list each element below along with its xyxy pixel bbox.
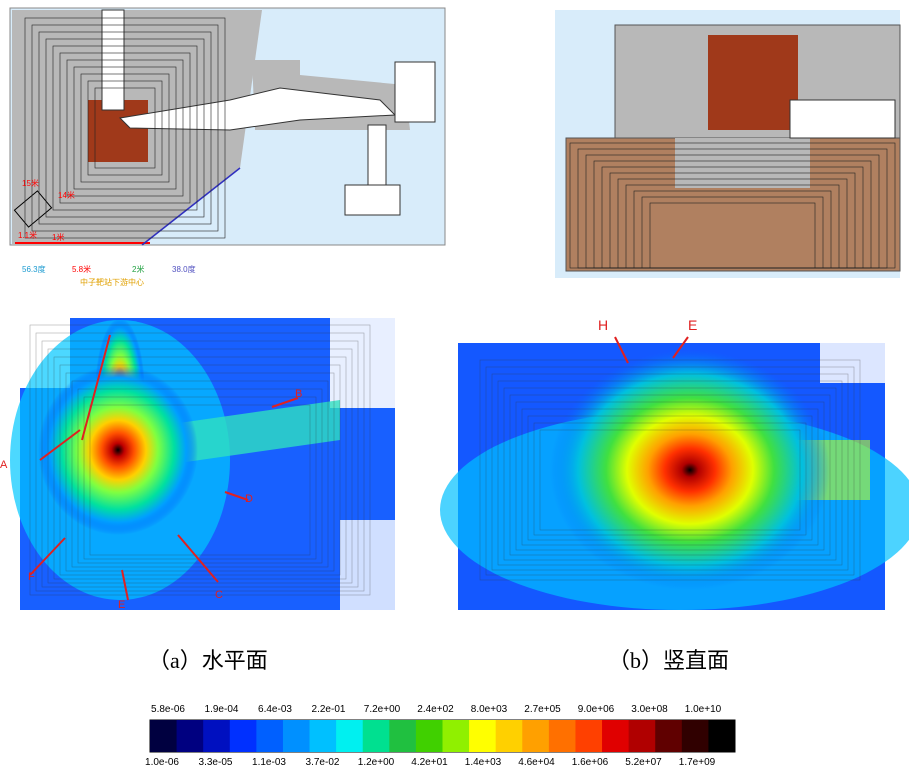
figure: 5.8e-06 1.9e-04 6.4e-03 2.2e-01 7.2e+00 2.4e+… xyxy=(0,0,909,772)
colorbar-cell xyxy=(256,720,283,752)
caption: （a）水平面 xyxy=(148,648,268,673)
annotation: 1.1米 xyxy=(18,230,37,240)
colorbar-cell xyxy=(575,720,602,752)
annotation: 56.3度 xyxy=(22,264,46,274)
colorbar-cell xyxy=(629,720,656,752)
colorbar-cell xyxy=(389,720,416,752)
colorbar-label: 2.7e+05 xyxy=(524,704,561,715)
colorbar-label: 1.2e+00 xyxy=(358,757,395,768)
colorbar-cell xyxy=(602,720,629,752)
colorbar-cell xyxy=(230,720,257,752)
point-label: A xyxy=(0,459,8,471)
caption: （b）竖直面 xyxy=(608,648,729,673)
colorbar-cell xyxy=(522,720,549,752)
colorbar-cell xyxy=(336,720,363,752)
colorbar-cell xyxy=(177,720,204,752)
annotation: 5.8米 xyxy=(72,264,91,274)
colorbar-label: 1.9e-04 xyxy=(205,704,239,715)
colorbar-cell xyxy=(655,720,682,752)
colorbar-label: 2.4e+02 xyxy=(417,704,454,715)
layout-horizontal xyxy=(10,8,445,245)
colorbar-label: 1.0e-06 xyxy=(145,757,179,768)
colorbar-cell xyxy=(310,720,337,752)
annotation: 38.0度 xyxy=(172,264,196,274)
colorbar-cell xyxy=(469,720,496,752)
colorbar-label: 1.6e+06 xyxy=(572,757,609,768)
annotation: 1米 xyxy=(52,232,64,242)
point-label: H xyxy=(598,317,608,333)
annotation: 14米 xyxy=(58,190,75,200)
colorbar-cell xyxy=(283,720,310,752)
colorbar-cell xyxy=(682,720,709,752)
colorbar-label: 9.0e+06 xyxy=(578,704,615,715)
colorbar-label: 1.7e+09 xyxy=(679,757,716,768)
colorbar-label: 8.0e+03 xyxy=(471,704,508,715)
colorbar-cell xyxy=(203,720,230,752)
colorbar-label: 4.6e+04 xyxy=(518,757,555,768)
colorbar-cell xyxy=(416,720,443,752)
colorbar-label: 5.8e-06 xyxy=(151,704,185,715)
colorbar-cell xyxy=(496,720,523,752)
annotation: 15米 xyxy=(22,178,39,188)
colorbar-label: 5.2e+07 xyxy=(625,757,662,768)
colorbar-cell xyxy=(443,720,470,752)
colorbar-label: 6.4e-03 xyxy=(258,704,292,715)
colorbar-label: 1.1e-03 xyxy=(252,757,286,768)
colorbar: 5.8e-06 1.9e-04 6.4e-03 2.2e-01 7.2e+00 2.4e+… xyxy=(145,704,735,768)
colorbar-label: 1.4e+03 xyxy=(465,757,502,768)
colorbar-label: 1.0e+10 xyxy=(685,704,722,715)
colorbar-label: 4.2e+01 xyxy=(411,757,448,768)
colorbar-cell xyxy=(150,720,177,752)
colorbar-cell xyxy=(708,720,735,752)
point-label: E xyxy=(688,317,697,333)
colorbar-label: 3.7e-02 xyxy=(306,757,340,768)
colorbar-label: 3.3e-05 xyxy=(199,757,233,768)
layout-vertical xyxy=(555,10,900,278)
colorbar-label: 3.0e+08 xyxy=(631,704,668,715)
colorbar-label: 7.2e+00 xyxy=(364,704,401,715)
point-label: C xyxy=(215,589,223,601)
colorbar-label: 2.2e-01 xyxy=(312,704,346,715)
annotation: 2米 xyxy=(132,264,144,274)
point-label: E xyxy=(118,599,125,611)
colorbar-cell xyxy=(363,720,390,752)
annotation: 中子靶站下游中心 xyxy=(80,277,144,287)
heatmap-horizontal xyxy=(10,318,395,610)
colorbar-cell xyxy=(549,720,576,752)
